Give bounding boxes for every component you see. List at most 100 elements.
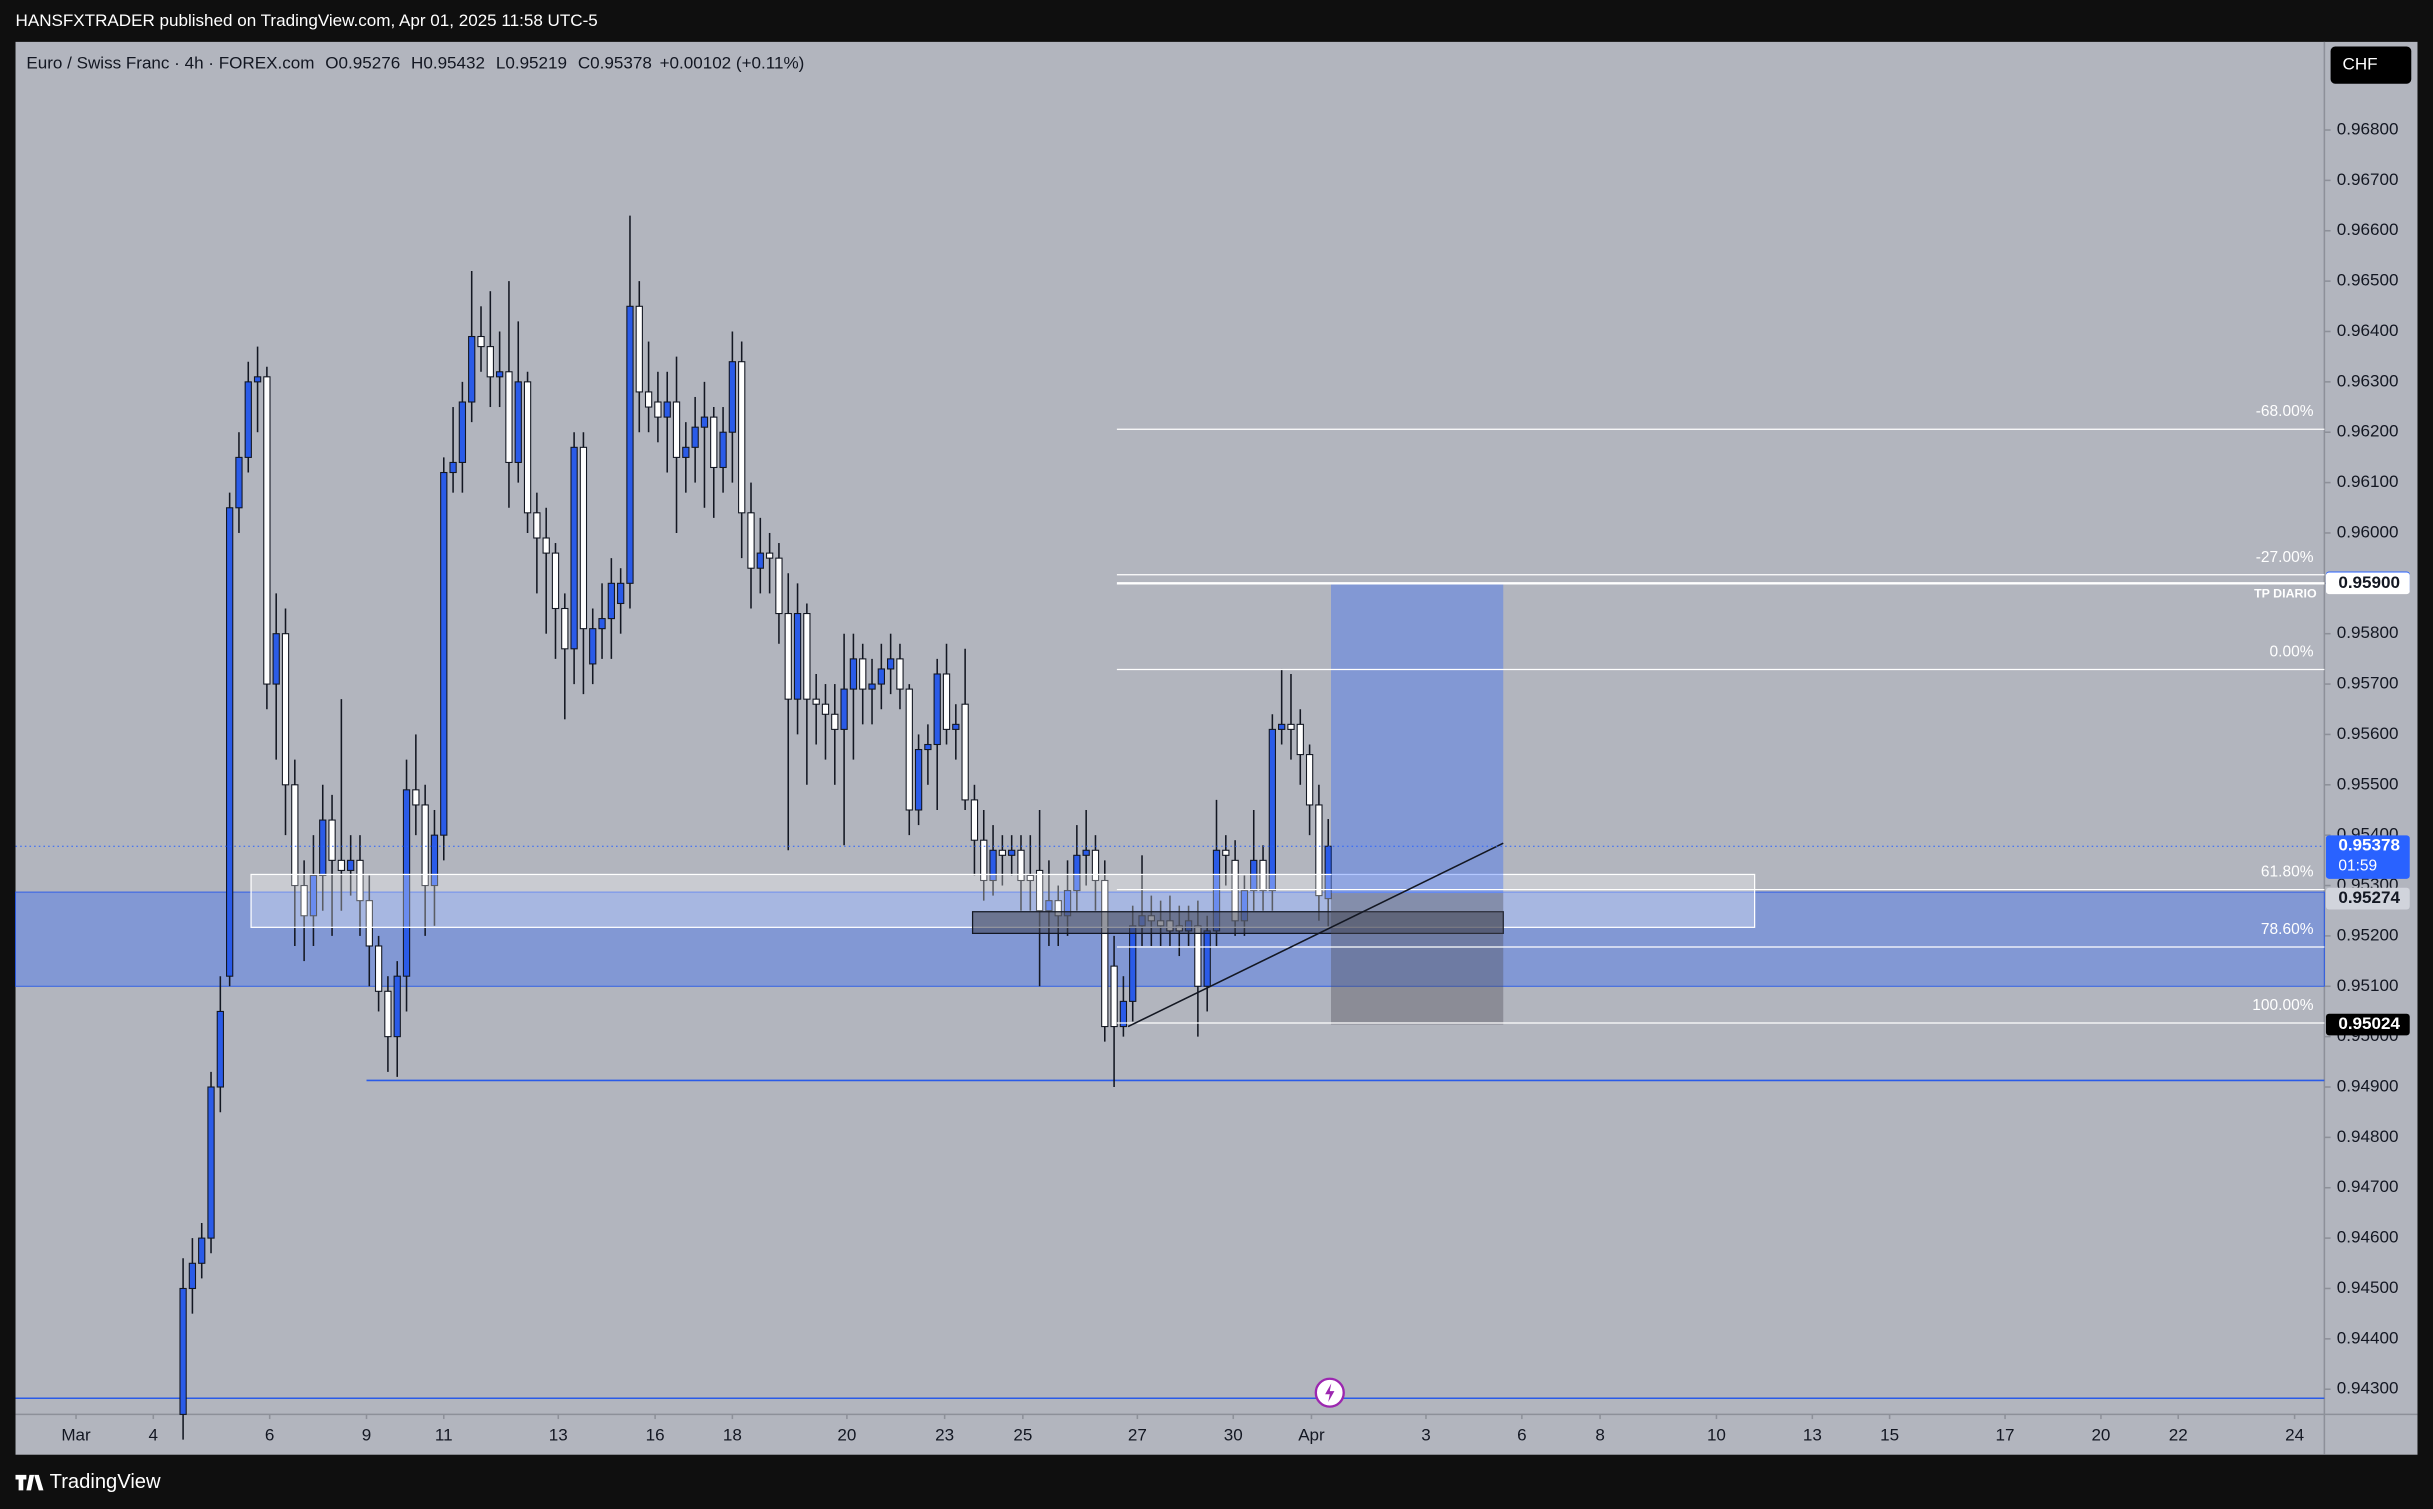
plot-area [15,41,2325,1415]
y-tick-label: 0.95500 [2337,774,2399,793]
candle-body [1222,849,1230,856]
y-tick-label: 0.96800 [2337,120,2399,139]
candle-body [505,371,513,463]
y-tick-label: 0.96300 [2337,371,2399,390]
candle-body [328,819,336,861]
y-tick-label: 0.94300 [2337,1379,2399,1398]
symbol-legend: Euro / Swiss Franc · 4h · FOREX.com O 0.95… [26,53,804,72]
candle-body [309,874,318,917]
price-label: 0.95024 [2338,1014,2400,1033]
x-tick-label: 30 [1224,1426,1243,1445]
y-tick-label: 0.96000 [2337,522,2399,541]
symbol-title: Euro / Swiss Franc · 4h · FOREX.com [26,53,314,72]
tp-label: TP DIARIO [2254,586,2317,600]
candle-body [412,789,420,806]
price-label: 0.95378 [2338,836,2400,855]
y-tick-label: 0.96700 [2337,170,2399,189]
candle-body [793,613,802,700]
price-label-bg [2325,1013,2410,1036]
candle-body [402,789,411,977]
candle-body [1203,930,1211,987]
y-tick-label: 0.94500 [2337,1278,2399,1297]
candle-body [728,361,737,433]
x-tick-label: 4 [149,1426,158,1445]
candle-body [365,900,373,947]
candle-body [225,507,234,977]
candle-body [272,633,280,685]
candle-body [710,416,718,469]
candle-body [644,391,653,408]
x-tick-label: 23 [935,1426,954,1445]
candle-body [1259,859,1267,892]
price-change: +0.00102 (+0.11%) [660,53,805,72]
candle-body [961,703,969,801]
candle-body [831,713,839,730]
candle-body [1082,849,1090,856]
candle-body [821,703,830,715]
candle-body [235,456,243,509]
candle-body [626,305,634,584]
candle-body [635,305,643,393]
candle-body [421,804,429,887]
candle-body [356,859,364,902]
ohlc-key: H [411,53,423,72]
candle-body [914,748,923,811]
ohlc-key: O [325,53,338,72]
candle-body [216,1010,224,1088]
candle-body [347,859,355,871]
x-tick-label: 18 [723,1426,742,1445]
ohlc-value: 0.95378 [590,53,652,72]
candle-body [896,658,904,690]
x-tick-label: 25 [1013,1426,1032,1445]
candle-body [840,688,848,730]
y-tick-label: 0.94400 [2337,1328,2399,1347]
candle-body [495,371,504,378]
candle-body [1278,723,1286,730]
x-tick-label: 11 [435,1426,453,1445]
fib-label: -27.00% [2256,549,2314,566]
candle-body [244,381,252,458]
y-tick-label: 0.94800 [2337,1127,2399,1146]
candle-body [998,849,1007,856]
x-tick-label: 13 [549,1426,568,1445]
currency-button[interactable] [2330,46,2412,84]
candle-body [468,335,476,403]
candle-body [1305,754,1314,806]
candle-body [700,416,709,428]
candle-body [551,552,560,610]
y-tick-label: 0.96200 [2337,422,2399,441]
y-tick-label: 0.95100 [2337,976,2399,995]
candle-body [598,618,606,630]
candle-body [672,401,681,458]
candle-body [738,361,746,514]
x-tick-label: 9 [362,1426,371,1445]
candle-body [682,446,690,458]
candle-body [561,607,569,650]
candle-body [989,849,997,882]
candle-body [179,1287,187,1415]
candle-body [691,426,699,448]
alert-icon-bolt [1325,1383,1335,1402]
candle-body [337,859,346,871]
price-label: 0.95900 [2338,573,2400,592]
candle-body [1296,723,1304,756]
candle-body [533,512,541,539]
x-tick-label: 16 [646,1426,665,1445]
candle-body [188,1262,197,1290]
y-tick-label: 0.95700 [2337,674,2399,693]
currency[interactable]: CHF [2343,55,2378,74]
price-label: 0.95274 [2338,888,2400,907]
fib-label: 0.00% [2270,643,2314,660]
x-tick-label: 24 [2285,1426,2304,1445]
candle-body [654,401,662,418]
position-loss [1331,893,1504,1025]
fib-label: 100.00% [2252,997,2313,1014]
candle-body [1008,849,1016,856]
price-label-bg [2325,887,2410,910]
y-tick-label: 0.94900 [2337,1077,2399,1096]
candle-body [868,683,876,690]
candle-body [887,658,895,670]
y-tick-label: 0.95600 [2337,724,2399,743]
